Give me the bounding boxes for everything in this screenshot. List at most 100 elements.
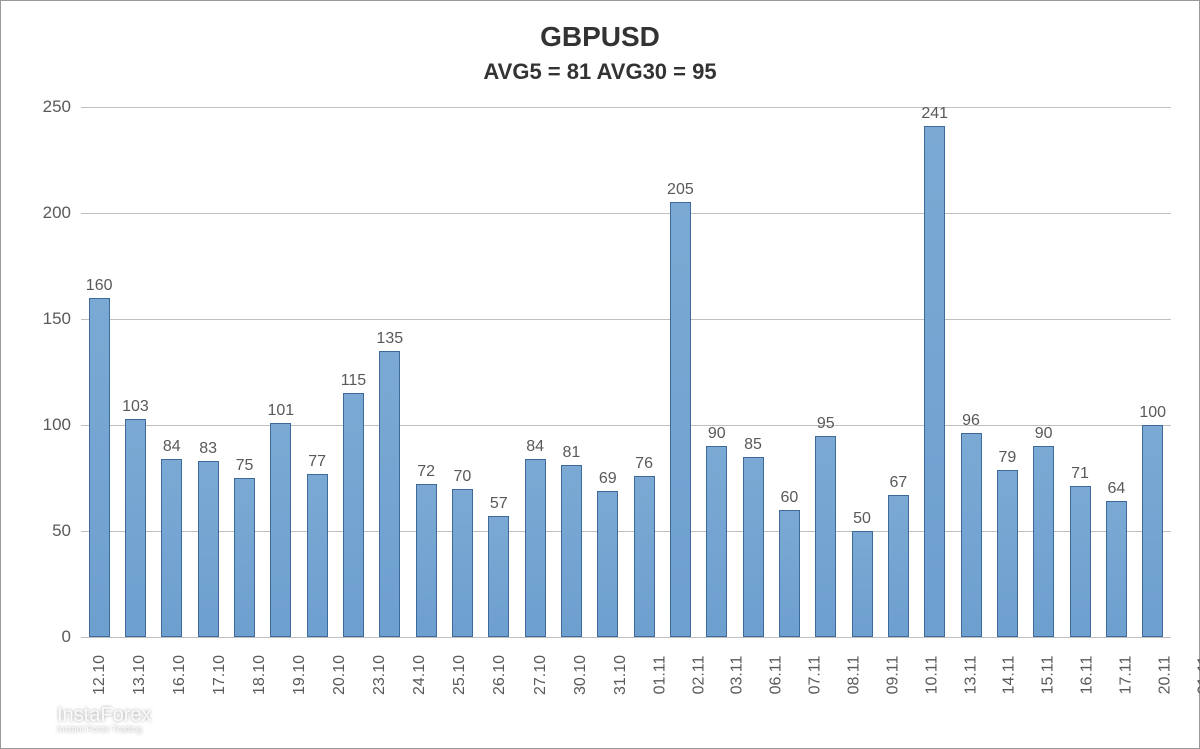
bar-wrap: 90 <box>699 107 735 637</box>
x-axis-label: 27.10 <box>532 655 552 695</box>
y-axis-label: 0 <box>21 627 71 647</box>
bar-value-label: 81 <box>563 444 581 462</box>
bar-value-label: 79 <box>998 449 1016 467</box>
bar-wrap: 100 <box>1135 107 1171 637</box>
bar-value-label: 85 <box>744 436 762 454</box>
x-axis-label: 01.11 <box>651 656 671 695</box>
bar <box>815 436 836 637</box>
x-axis-label: 02.11 <box>690 656 710 695</box>
bar <box>997 470 1018 637</box>
bar-value-label: 57 <box>490 495 508 513</box>
y-axis-label: 250 <box>21 97 71 117</box>
bar-wrap: 75 <box>226 107 262 637</box>
x-axis-label: 21.11 <box>1195 656 1200 695</box>
bar <box>1033 446 1054 637</box>
x-axis-label: 09.11 <box>884 656 904 695</box>
bar <box>888 495 909 637</box>
bar <box>234 478 255 637</box>
bar <box>634 476 655 637</box>
x-axis-label: 25.10 <box>451 655 471 695</box>
bar-wrap: 95 <box>808 107 844 637</box>
bar <box>1106 501 1127 637</box>
y-axis-label: 150 <box>21 309 71 329</box>
bar-wrap: 115 <box>335 107 371 637</box>
x-axis-label: 18.10 <box>251 655 271 695</box>
watermark-text: InstaForex Instant Forex Trading <box>57 705 151 734</box>
bar-wrap: 67 <box>880 107 916 637</box>
x-axis-label: 03.11 <box>729 656 749 695</box>
bar-value-label: 77 <box>308 453 326 471</box>
bar-value-label: 50 <box>853 510 871 528</box>
bar-value-label: 135 <box>376 330 403 348</box>
bar-value-label: 115 <box>341 372 367 390</box>
bar-value-label: 84 <box>163 438 181 456</box>
x-axis-label: 08.11 <box>845 656 865 695</box>
bar-wrap: 76 <box>626 107 662 637</box>
bar-wrap: 69 <box>590 107 626 637</box>
bar <box>416 484 437 637</box>
watermark: InstaForex Instant Forex Trading <box>21 705 151 734</box>
bar-value-label: 160 <box>86 277 113 295</box>
bar-value-label: 69 <box>599 470 617 488</box>
x-axis-label: 15.11 <box>1040 656 1060 695</box>
bar-value-label: 71 <box>1071 465 1089 483</box>
bar <box>779 510 800 637</box>
bar <box>525 459 546 637</box>
bar-value-label: 96 <box>962 412 980 430</box>
x-axis-label: 19.10 <box>291 655 311 695</box>
bar <box>452 489 473 637</box>
x-axis-label: 16.11 <box>1079 656 1099 695</box>
bar <box>597 491 618 637</box>
bars-container: 1601038483751017711513572705784816976205… <box>81 107 1171 637</box>
x-axis-label: 16.10 <box>171 655 191 695</box>
bar-value-label: 90 <box>708 425 726 443</box>
bar-wrap: 70 <box>444 107 480 637</box>
bar-wrap: 90 <box>1026 107 1062 637</box>
bar <box>307 474 328 637</box>
bar-wrap: 64 <box>1098 107 1134 637</box>
bar-value-label: 95 <box>817 415 835 433</box>
x-axis-label: 20.10 <box>331 655 351 695</box>
bar-wrap: 79 <box>989 107 1025 637</box>
watermark-brand: InstaForex <box>57 705 151 725</box>
y-axis-label: 100 <box>21 415 71 435</box>
bar-value-label: 241 <box>921 105 948 123</box>
bar <box>270 423 291 637</box>
bar-value-label: 83 <box>199 440 217 458</box>
x-axis-label: 12.10 <box>91 655 111 695</box>
bar-value-label: 103 <box>122 398 149 416</box>
x-axis-label: 20.11 <box>1156 656 1176 695</box>
watermark-tagline: Instant Forex Trading <box>57 725 151 734</box>
bar-wrap: 83 <box>190 107 226 637</box>
bar <box>488 516 509 637</box>
bar <box>343 393 364 637</box>
bar <box>125 419 146 637</box>
bar-value-label: 100 <box>1139 404 1166 422</box>
bar-wrap: 85 <box>735 107 771 637</box>
y-axis-label: 50 <box>21 521 71 541</box>
x-axis-label: 30.10 <box>572 655 592 695</box>
bar-value-label: 60 <box>780 489 798 507</box>
bar-value-label: 205 <box>667 181 694 199</box>
bar-value-label: 72 <box>417 463 435 481</box>
x-axis-label: 07.11 <box>807 656 827 695</box>
bar-value-label: 76 <box>635 455 653 473</box>
bar <box>1070 486 1091 637</box>
bar <box>561 465 582 637</box>
x-axis-label: 23.10 <box>371 655 391 695</box>
x-axis-label: 06.11 <box>768 656 788 695</box>
bar <box>706 446 727 637</box>
bar <box>743 457 764 637</box>
bar-wrap: 50 <box>844 107 880 637</box>
bar <box>852 531 873 637</box>
x-axis-label: 26.10 <box>491 655 511 695</box>
x-axis-labels: 12.1013.1016.1017.1018.1019.1020.1023.10… <box>81 643 1171 685</box>
bar-value-label: 64 <box>1107 480 1125 498</box>
x-axis-label: 31.10 <box>612 655 632 695</box>
x-axis-label: 13.11 <box>962 656 982 695</box>
bar-wrap: 96 <box>953 107 989 637</box>
bar-wrap: 72 <box>408 107 444 637</box>
logo-icon <box>21 706 49 734</box>
chart-subtitle: AVG5 = 81 AVG30 = 95 <box>1 59 1199 85</box>
bar <box>379 351 400 637</box>
